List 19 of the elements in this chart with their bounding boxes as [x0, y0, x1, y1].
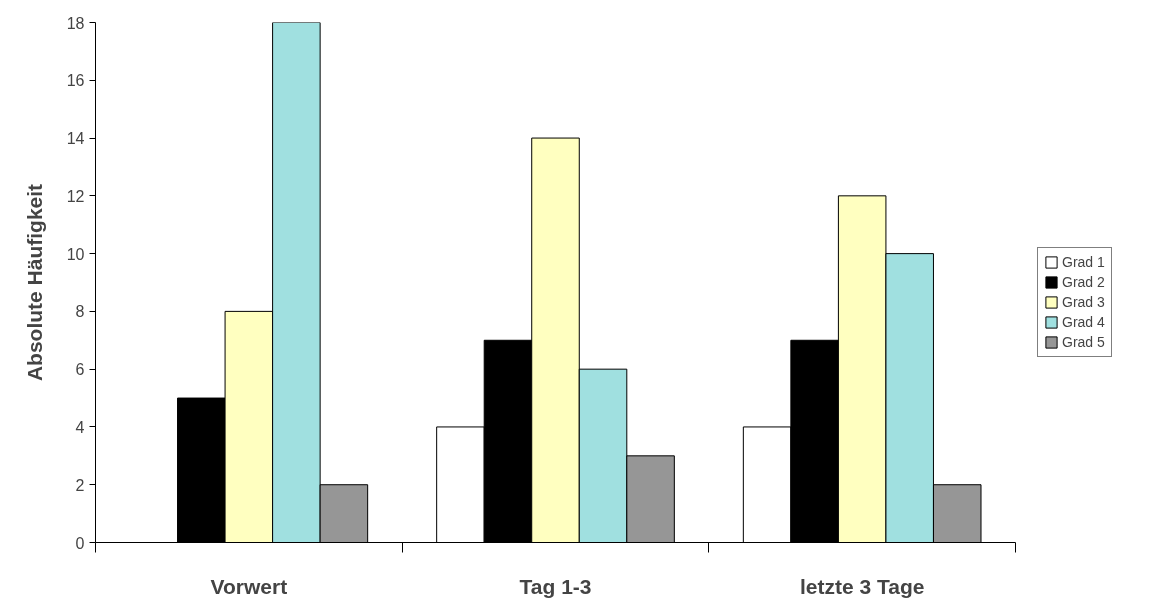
y-tick-label: 2: [75, 476, 85, 494]
y-tick-label: 8: [75, 303, 85, 321]
legend-label: Grad 4: [1062, 314, 1105, 330]
y-axis-title: Absolute Häufigkeit: [22, 183, 46, 382]
legend-label: Grad 1: [1062, 254, 1105, 270]
y-tick-label: 14: [66, 130, 85, 148]
x-tick-label: Tag 1-3: [519, 574, 592, 598]
y-tick-label: 18: [66, 14, 85, 32]
legend-label: Grad 2: [1062, 274, 1105, 290]
legend-label: Grad 3: [1062, 294, 1105, 310]
y-tick-label: 0: [75, 534, 85, 552]
y-tick-label: 6: [75, 361, 85, 379]
y-tick-label: 4: [75, 418, 85, 436]
y-tick-label: 10: [66, 245, 85, 263]
y-tick-label: 12: [66, 187, 85, 205]
y-tick-label: 16: [66, 72, 85, 90]
x-tick-label: Vorwert: [210, 574, 288, 598]
legend-label: Grad 5: [1062, 334, 1105, 350]
x-tick-label: letzte 3 Tage: [799, 574, 925, 598]
